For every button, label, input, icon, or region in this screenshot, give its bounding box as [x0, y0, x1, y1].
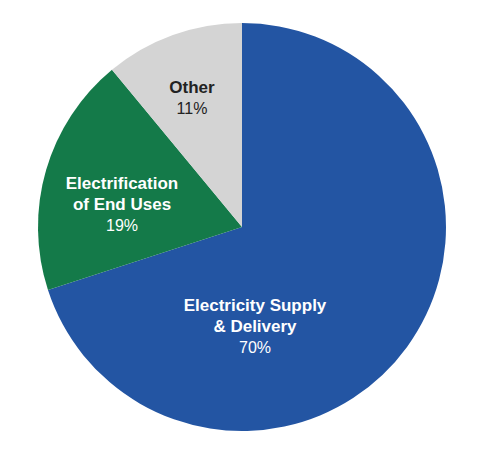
slice-label: Other [169, 78, 215, 97]
slice-label: Electricity Supply & Delivery [184, 296, 327, 336]
labels: Electricity Supply & Delivery 70% Electrifi… [66, 78, 327, 356]
chart-container: Electricity Supply & Delivery 70% Electrifi… [0, 0, 485, 449]
slices [38, 23, 446, 431]
slice-label-line: Electricity Supply [184, 296, 327, 315]
pie-chart: Electricity Supply & Delivery 70% Electrifi… [0, 0, 485, 449]
data-label: 70% [239, 339, 271, 356]
slice-label-line: & Delivery [213, 317, 297, 336]
slice-label-line: Other [169, 78, 215, 97]
data-label: 11% [177, 100, 208, 117]
data-label: 19% [106, 217, 138, 234]
slice-label-line: of End Uses [73, 195, 171, 214]
slice-label: Electrification of End Uses [66, 174, 178, 214]
slice-label-line: Electrification [66, 174, 178, 193]
